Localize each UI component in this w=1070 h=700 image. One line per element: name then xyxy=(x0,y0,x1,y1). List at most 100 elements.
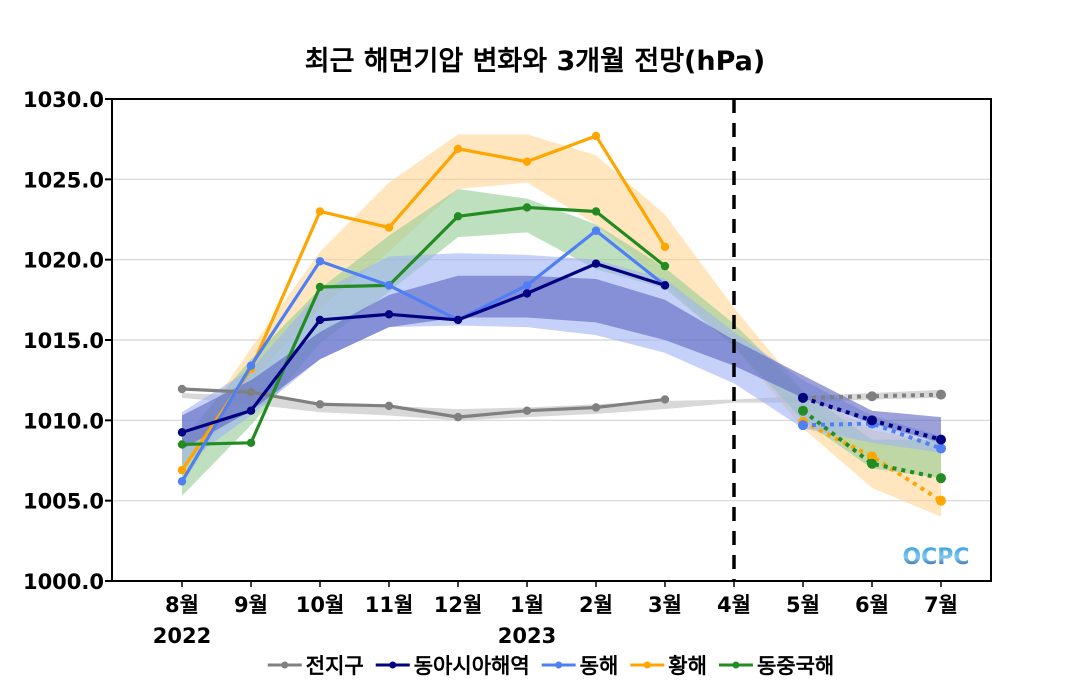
legend-swatch-marker xyxy=(555,661,563,669)
x-tick-label: 8월 xyxy=(165,593,199,617)
data-point xyxy=(660,281,670,290)
data-point xyxy=(660,395,670,404)
x-tick-label: 3월 xyxy=(648,593,682,617)
forecast-point xyxy=(798,405,808,416)
series-line-observed-2 xyxy=(180,229,666,483)
legend: 전지구 동아시아해역 동해 황해 동중국해 xyxy=(267,654,834,678)
forecast-point xyxy=(867,451,877,462)
y-axis-ticks: 1000.0 1005.0 1010.0 1015.0 1020.0 1025.0 1030… xyxy=(23,88,112,594)
y-tick-label: 1030.0 xyxy=(23,88,104,112)
forecast-point xyxy=(936,434,946,445)
data-point xyxy=(453,144,463,154)
band-1 xyxy=(182,275,941,450)
legend-label: 동해 xyxy=(580,654,619,678)
forecast-point xyxy=(867,391,877,402)
series-line-observed-3 xyxy=(180,134,667,472)
data-point xyxy=(384,310,394,319)
y-tick-label: 1000.0 xyxy=(23,570,104,594)
x-tick-label: 4월 xyxy=(717,593,751,617)
data-point xyxy=(591,131,601,141)
forecast-point xyxy=(936,443,946,454)
data-point xyxy=(315,315,325,325)
band-0 xyxy=(182,389,941,421)
legend-swatch-marker xyxy=(732,661,740,669)
data-point xyxy=(522,289,532,298)
y-tick-label: 1025.0 xyxy=(23,168,104,192)
legend-swatch-marker xyxy=(643,661,651,669)
data-point xyxy=(522,157,532,166)
y-tick-label: 1010.0 xyxy=(23,409,104,433)
series-line-forecast-4 xyxy=(801,409,942,481)
series-lines xyxy=(177,131,946,506)
forecast-point xyxy=(867,415,877,426)
legend-label: 동중국해 xyxy=(757,654,834,678)
legend-label: 황해 xyxy=(668,654,707,678)
y-tick-label: 1005.0 xyxy=(23,490,104,514)
data-point xyxy=(177,465,187,475)
x-tick-label: 10월 xyxy=(296,593,345,617)
data-point xyxy=(384,281,394,290)
data-point xyxy=(315,400,325,409)
x-tick-label: 9월 xyxy=(234,593,268,617)
legend-swatch-marker xyxy=(389,661,397,669)
y-tick-label: 1015.0 xyxy=(23,329,104,353)
data-point xyxy=(315,207,325,216)
data-point xyxy=(591,226,601,235)
data-point xyxy=(246,406,256,415)
forecast-point xyxy=(936,495,946,506)
series-line-forecast-2 xyxy=(802,421,942,451)
data-point xyxy=(453,212,463,221)
data-point xyxy=(177,428,187,437)
ocpc-logo-text: OCPC xyxy=(902,545,969,570)
forecast-point xyxy=(798,420,808,431)
data-point xyxy=(591,259,601,268)
x-tick-label: 11월 xyxy=(365,593,414,617)
year-label: 2023 xyxy=(498,624,556,648)
data-point xyxy=(591,207,601,216)
legend-label: 전지구 xyxy=(306,654,364,678)
ocpc-logo: OCPC xyxy=(902,545,969,570)
forecast-point xyxy=(867,458,877,469)
data-point xyxy=(315,257,325,266)
x-tick-label: 2월 xyxy=(579,593,613,617)
band-3 xyxy=(182,134,941,517)
legend-item: 동해 xyxy=(541,654,619,678)
data-point xyxy=(246,438,256,448)
legend-swatch-marker xyxy=(281,661,289,669)
data-point xyxy=(177,440,187,449)
x-tick-label: 7월 xyxy=(924,593,958,617)
legend-item: 동아시아해역 xyxy=(375,654,530,678)
data-point xyxy=(384,223,394,232)
legend-item: 동중국해 xyxy=(718,654,834,678)
data-point xyxy=(453,412,463,422)
chart-title: 최근 해면기압 변화와 3개월 전망(hPa) xyxy=(305,46,766,77)
series-line-observed-4 xyxy=(181,205,666,447)
data-point xyxy=(660,242,670,252)
data-point xyxy=(315,282,325,292)
data-point xyxy=(522,203,532,212)
data-point xyxy=(453,315,463,325)
forecast-point xyxy=(936,389,946,400)
legend-label: 동아시아해역 xyxy=(414,654,530,678)
legend-item: 전지구 xyxy=(267,654,364,678)
data-point xyxy=(522,281,532,290)
data-point xyxy=(246,388,256,397)
data-point xyxy=(522,406,532,415)
data-point xyxy=(384,401,394,411)
forecast-point xyxy=(798,392,808,403)
data-point xyxy=(591,403,601,412)
uncertainty-bands xyxy=(182,134,941,517)
series-line-observed-1 xyxy=(181,262,666,434)
data-point xyxy=(246,361,256,370)
y-tick-label: 1020.0 xyxy=(23,249,104,273)
legend-item: 황해 xyxy=(630,654,707,678)
data-point xyxy=(177,384,187,394)
x-tick-label: 1월 xyxy=(510,593,544,617)
x-tick-label: 12월 xyxy=(434,593,483,617)
x-axis-ticks: 8월 9월 10월 11월 12월 1월 2월 3월 4월 5월 6월 7월 2022 2023 xyxy=(153,581,958,648)
data-point xyxy=(660,261,670,271)
forecast-point xyxy=(936,473,946,484)
year-label: 2022 xyxy=(153,624,211,648)
x-tick-label: 5월 xyxy=(786,593,820,617)
